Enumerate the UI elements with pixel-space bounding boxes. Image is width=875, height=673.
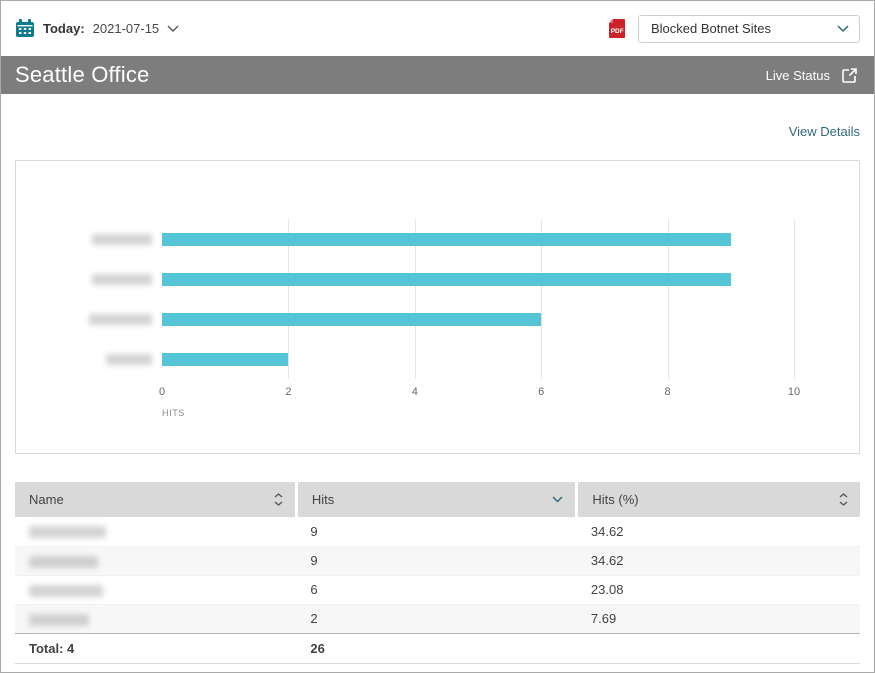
- hits-bar[interactable]: [162, 352, 289, 366]
- gridline: [667, 219, 669, 379]
- name-redacted: [29, 526, 106, 539]
- chevron-down-icon: [837, 25, 849, 32]
- chart-x-axis-label: HITS: [162, 408, 185, 418]
- x-tick-label: 4: [411, 386, 418, 398]
- hits-pct-cell: 23.08: [590, 582, 624, 597]
- table-body: 9 34.62 9 34.62 6 23.08 2 7.69: [15, 517, 860, 633]
- table-row: 9 34.62: [15, 517, 860, 546]
- gridline: [794, 219, 795, 379]
- hits-bar[interactable]: [162, 312, 542, 326]
- hits-pct-cell: 34.62: [590, 553, 624, 568]
- x-tick-label: 0: [158, 386, 166, 398]
- category-label-redacted: [89, 314, 152, 325]
- sort-both-icon: [274, 493, 283, 506]
- bar-row: [92, 219, 794, 259]
- device-header-band: Seattle Office Live Status: [1, 56, 874, 94]
- hits-table-wrap: Name Hits: [15, 482, 860, 664]
- live-status-label: Live Status: [765, 67, 830, 83]
- name-redacted: [29, 584, 103, 597]
- toolbar-right: PDF Blocked Botnet Sites: [608, 14, 860, 43]
- table-header-row: Name Hits: [15, 482, 860, 517]
- total-hits-pct-cell: [576, 632, 860, 664]
- bar-row: [89, 299, 794, 339]
- hits-cell: 6: [310, 582, 318, 597]
- view-details-row: View Details: [15, 124, 860, 139]
- x-tick-label: 2: [285, 386, 292, 398]
- view-details-link[interactable]: View Details: [788, 124, 860, 139]
- column-header-hits-pct[interactable]: Hits (%): [575, 482, 860, 517]
- top-toolbar: Today: 2021-07-15 PDF Blocked Botnet Sit…: [1, 1, 874, 56]
- total-hits-value: 26: [296, 632, 577, 664]
- calendar-icon: [15, 19, 35, 38]
- name-redacted: [29, 613, 89, 626]
- sort-both-icon: [839, 493, 848, 506]
- bar-row: [106, 339, 794, 379]
- column-header-name-label: Name: [29, 492, 64, 507]
- report-type-select[interactable]: Blocked Botnet Sites: [638, 14, 860, 43]
- column-header-name[interactable]: Name: [15, 482, 297, 517]
- x-tick-label: 8: [664, 386, 671, 398]
- live-status-link[interactable]: Live Status: [766, 67, 858, 84]
- table-total-row: Total: 4 26: [15, 632, 860, 664]
- name-cell: [15, 575, 296, 604]
- svg-text:PDF: PDF: [611, 28, 624, 35]
- table-row: 2 7.69: [15, 604, 860, 633]
- category-label-redacted: [92, 274, 152, 285]
- gridline: [541, 219, 543, 379]
- bar-row: [92, 259, 794, 299]
- date-picker[interactable]: Today: 2021-07-15: [15, 19, 179, 38]
- hits-pct-cell: 7.69: [590, 611, 617, 626]
- category-label-redacted: [106, 354, 152, 365]
- name-cell: [15, 604, 296, 633]
- table-row: 9 34.62: [15, 546, 860, 575]
- chevron-down-icon: [167, 25, 179, 32]
- external-link-icon: [841, 67, 858, 84]
- total-label: Total: 4: [15, 632, 297, 664]
- gridline: [414, 219, 416, 379]
- chart-x-ticks: 0 2 4 6 8 10: [158, 386, 800, 400]
- pdf-export-icon[interactable]: PDF: [608, 18, 626, 39]
- hits-bar[interactable]: [162, 272, 731, 286]
- gridline: [288, 219, 290, 379]
- x-tick-label: 10: [787, 386, 801, 398]
- sort-desc-icon: [552, 496, 563, 503]
- column-header-hits-pct-label: Hits (%): [592, 492, 639, 507]
- hits-cell: 2: [310, 611, 318, 626]
- table-row: 6 23.08: [15, 575, 860, 604]
- report-content: View Details 0 2 4 6 8 10 HITS Name: [1, 124, 874, 664]
- report-type-selected-value: Blocked Botnet Sites: [651, 21, 771, 36]
- hits-pct-cell: 34.62: [590, 523, 624, 539]
- hits-cell: 9: [310, 523, 318, 539]
- name-redacted: [29, 555, 98, 568]
- chart-plot: [89, 219, 795, 379]
- x-tick-label: 6: [538, 386, 545, 398]
- name-cell: [15, 517, 296, 546]
- hits-table: Name Hits: [15, 482, 860, 664]
- date-value: 2021-07-15: [92, 21, 160, 36]
- column-header-hits[interactable]: Hits: [294, 482, 577, 517]
- date-label: Today:: [43, 21, 85, 36]
- column-header-hits-label: Hits: [311, 492, 335, 507]
- hits-bar[interactable]: [162, 232, 731, 246]
- hits-cell: 9: [310, 553, 318, 568]
- page-title: Seattle Office: [15, 62, 150, 87]
- name-cell: [15, 546, 296, 575]
- category-label-redacted: [92, 234, 152, 245]
- hits-bar-chart: 0 2 4 6 8 10 HITS: [15, 160, 860, 454]
